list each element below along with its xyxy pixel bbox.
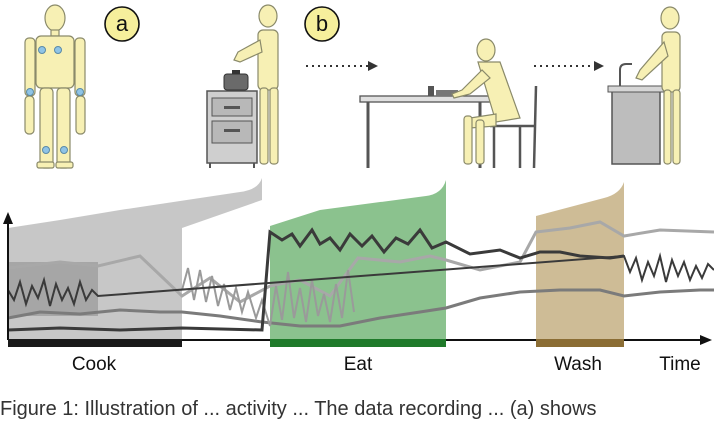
sensor-dot <box>38 46 46 54</box>
sensor-dot <box>26 88 34 96</box>
body-sensors <box>26 46 84 154</box>
svg-text:a: a <box>116 11 129 36</box>
figure-caption: Figure 1: Illustration of ... activity .… <box>0 398 597 420</box>
sensor-dot <box>54 46 62 54</box>
sensor-dot <box>76 88 84 96</box>
panel-label-a: a <box>104 6 140 42</box>
signal-dark-noisy <box>7 252 714 308</box>
panel-label-b: b <box>304 6 340 42</box>
signal-noisy-light <box>181 267 355 327</box>
wash-label: Wash <box>554 354 602 375</box>
washing-person <box>635 6 681 165</box>
sensor-dot <box>42 146 50 154</box>
time-axis-label: Time <box>659 354 701 375</box>
cooking-person <box>233 4 279 165</box>
sensor-figure <box>24 4 86 169</box>
sensor-dot <box>60 146 68 154</box>
stove-icon <box>206 70 258 168</box>
cook-bar <box>8 339 182 347</box>
signal-mid <box>7 288 714 328</box>
cook-window <box>8 262 98 316</box>
svg-text:b: b <box>316 11 328 36</box>
wash-bar <box>536 339 624 347</box>
arrow-right-dotted-icon <box>534 61 604 71</box>
sink-icon <box>607 63 665 165</box>
chair-icon <box>490 85 538 169</box>
eat-label: Eat <box>344 354 373 375</box>
eat-bar <box>270 339 446 347</box>
arrow-right-dotted-icon <box>306 61 378 71</box>
eating-person <box>451 38 521 165</box>
cook-label: Cook <box>72 354 117 375</box>
signal-dark <box>7 227 625 332</box>
signal-light <box>7 220 714 304</box>
